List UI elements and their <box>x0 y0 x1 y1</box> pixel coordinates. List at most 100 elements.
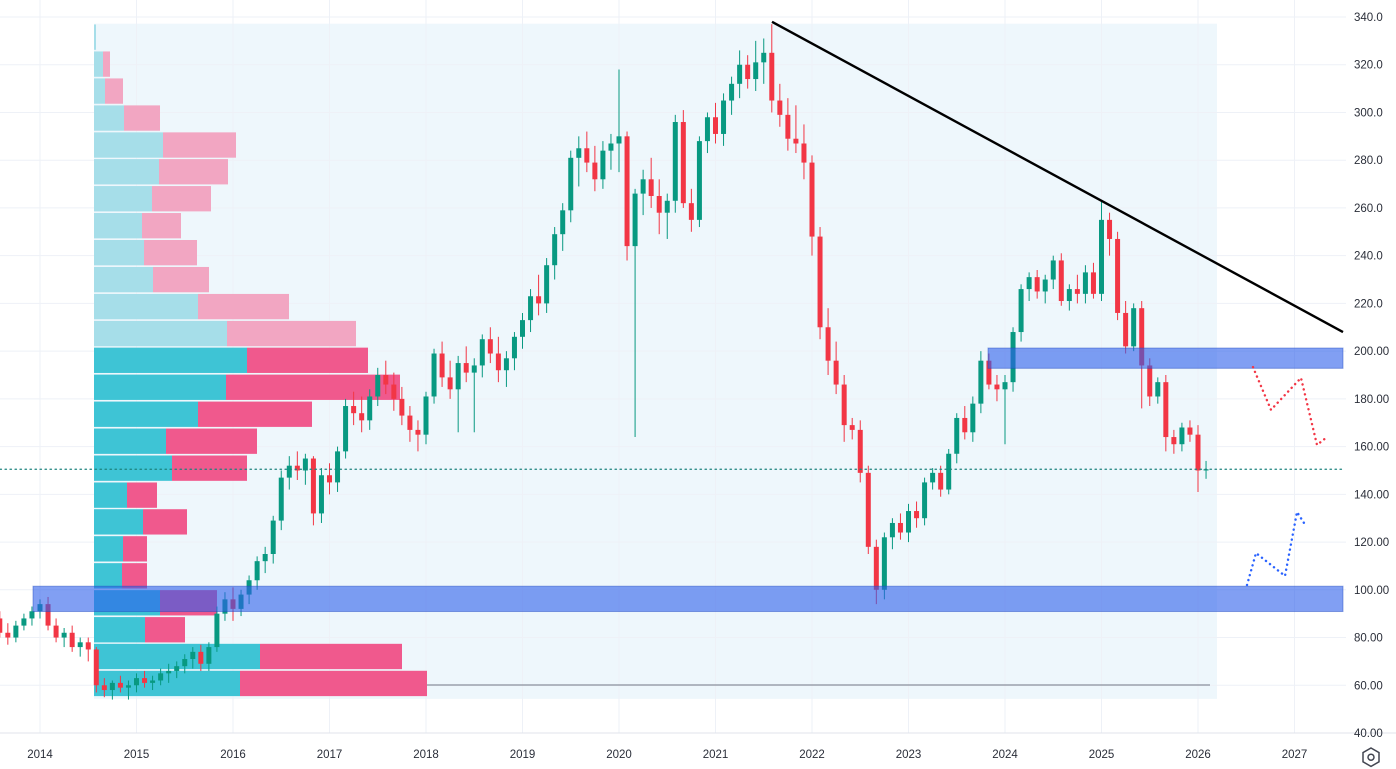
volume-profile-sell-row <box>247 347 368 373</box>
candle-up <box>511 336 517 359</box>
candle-up <box>632 193 638 247</box>
time-tick-label[interactable]: 2014 <box>27 749 53 761</box>
price-tick-label[interactable]: 260.0 <box>1354 203 1383 215</box>
volume-profile-buy-row <box>94 159 159 185</box>
volume-profile-buy-row <box>94 482 127 508</box>
price-tick-label[interactable]: 80.00 <box>1354 633 1383 645</box>
candle-up <box>560 210 566 235</box>
price-tick-label[interactable]: 220.0 <box>1354 298 1383 310</box>
chart-settings-icon[interactable] <box>1362 747 1380 768</box>
supply-zone[interactable] <box>987 347 1344 369</box>
price-tick-label[interactable]: 180.00 <box>1354 394 1389 406</box>
volume-profile-buy-row <box>94 374 226 400</box>
time-tick-label[interactable]: 2022 <box>799 749 825 761</box>
candle-up <box>318 475 324 514</box>
bearish-projection-arrow[interactable] <box>1251 365 1329 447</box>
candle-up <box>737 64 743 84</box>
candle-down <box>85 642 91 650</box>
candle-down <box>857 429 863 473</box>
candle-up <box>954 417 960 454</box>
candle-down <box>1074 289 1080 294</box>
volume-profile-buy-row <box>94 51 103 77</box>
time-tick-label[interactable]: 2024 <box>992 749 1018 761</box>
candle-down <box>198 651 204 664</box>
price-tick-label[interactable]: 300.0 <box>1354 107 1383 119</box>
candle-up <box>335 451 341 483</box>
time-tick-label[interactable]: 2016 <box>220 749 246 761</box>
candle-down <box>0 618 3 633</box>
candle-up <box>946 453 952 490</box>
price-tick-label[interactable]: 140.00 <box>1354 489 1389 501</box>
candle-down <box>1090 272 1096 294</box>
demand-zone[interactable] <box>32 585 1344 613</box>
volume-profile-sell-row <box>163 132 236 158</box>
time-tick-label[interactable]: 2021 <box>703 749 729 761</box>
candle-down <box>1171 437 1177 445</box>
volume-profile-sell-row <box>145 617 185 643</box>
time-tick-label[interactable]: 2020 <box>606 749 632 761</box>
price-tick-label[interactable]: 40.00 <box>1354 728 1383 740</box>
candle-up <box>455 363 461 390</box>
volume-profile-sell-row <box>226 374 400 400</box>
volume-profile-buy-row <box>94 347 247 373</box>
candle-up <box>600 150 606 180</box>
trendline[interactable] <box>771 20 1344 334</box>
candle-down <box>833 360 839 385</box>
volume-profile-sell-row <box>240 670 427 697</box>
candle-up <box>1082 272 1088 294</box>
candle-up <box>125 685 131 688</box>
volume-profile-sell-row <box>152 186 211 212</box>
bullish-projection-arrow[interactable] <box>1245 510 1306 587</box>
candle-down <box>938 472 944 490</box>
candle-up <box>544 265 550 304</box>
price-tick-label[interactable]: 240.0 <box>1354 251 1383 263</box>
price-tick-label[interactable]: 280.0 <box>1354 155 1383 167</box>
volume-profile-buy-row <box>94 536 123 562</box>
volume-profile-buy-row <box>94 213 142 239</box>
time-tick-label[interactable]: 2025 <box>1089 749 1115 761</box>
candle-up <box>270 520 276 554</box>
candle-up <box>150 680 156 683</box>
candle-up <box>576 148 582 158</box>
time-tick-label[interactable]: 2027 <box>1282 749 1308 761</box>
candle-down <box>1163 382 1169 438</box>
candle-down <box>69 632 75 648</box>
candle-down <box>45 604 51 626</box>
volume-profile-buy-row <box>94 132 163 158</box>
price-tick-label[interactable]: 120.00 <box>1354 537 1389 549</box>
price-tick-label[interactable]: 160.00 <box>1354 442 1389 454</box>
candle-down <box>769 52 775 101</box>
volume-profile-buy-row <box>94 563 122 589</box>
candle-up <box>761 52 767 63</box>
price-tick-label[interactable]: 100.00 <box>1354 585 1389 597</box>
candle-down <box>648 179 654 196</box>
candle-down <box>1139 308 1145 366</box>
candle-down <box>841 384 847 426</box>
candle-down <box>327 475 332 483</box>
time-tick-label[interactable]: 2026 <box>1185 749 1211 761</box>
candle-down <box>745 64 751 80</box>
candle-down <box>93 649 99 686</box>
time-tick-label[interactable]: 2023 <box>896 749 922 761</box>
price-tick-label[interactable]: 320.0 <box>1354 60 1383 72</box>
candle-up <box>889 522 895 538</box>
candle-up <box>503 358 509 371</box>
price-tick-label[interactable]: 340.0 <box>1354 12 1383 24</box>
price-tick-label[interactable]: 200.00 <box>1354 346 1389 358</box>
candle-up <box>134 678 139 686</box>
time-tick-label[interactable]: 2018 <box>413 749 439 761</box>
time-tick-label[interactable]: 2015 <box>124 749 150 761</box>
price-tick-label[interactable]: 60.00 <box>1354 680 1383 692</box>
volume-profile-buy-row <box>94 266 153 293</box>
candle-down <box>584 148 590 163</box>
time-tick-label[interactable]: 2019 <box>510 749 536 761</box>
candle-down <box>294 465 300 471</box>
candle-down <box>495 353 501 371</box>
candle-down <box>713 117 718 134</box>
candle-down <box>351 406 357 414</box>
time-tick-label[interactable]: 2017 <box>317 749 343 761</box>
candle-up <box>640 179 646 194</box>
candle-up <box>970 403 976 433</box>
candle-up <box>29 611 35 619</box>
